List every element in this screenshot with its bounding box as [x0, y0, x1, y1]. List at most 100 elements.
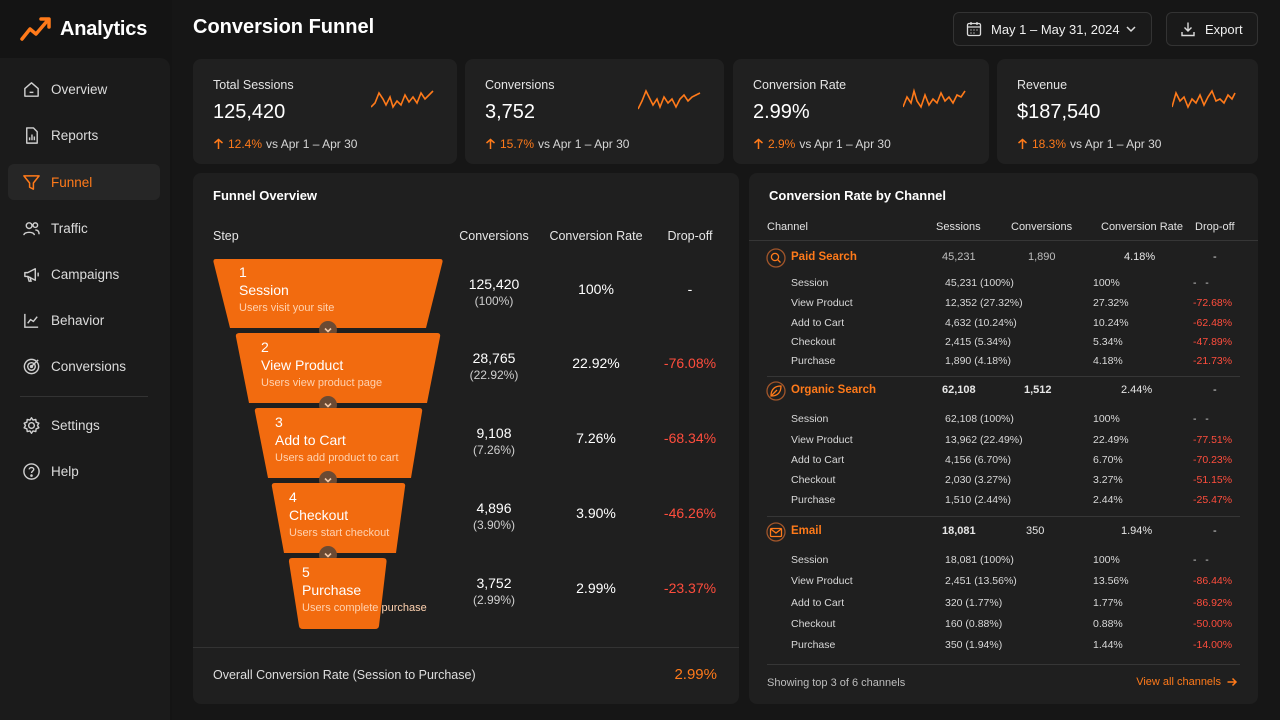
sidebar-item-reports[interactable]: Reports — [8, 117, 160, 153]
divider — [193, 647, 739, 648]
channel-step-value: 12,352 (27.32%) — [945, 297, 1023, 309]
funnel-stage-add-to-cart[interactable]: 3 Add to Cart Users add product to cart — [213, 407, 443, 481]
channel-step-name: Session — [791, 413, 829, 425]
funnel-stage-checkout[interactable]: 4 Checkout Users start checkout — [213, 482, 443, 556]
sidebar-item-help[interactable]: Help — [8, 453, 160, 489]
funnel-conversions-value: 28,765 — [472, 350, 516, 366]
channel-step-dropoff: - - — [1193, 554, 1209, 566]
channel-step-rate: 100% — [1093, 554, 1120, 566]
brand[interactable]: Analytics — [20, 14, 147, 44]
kpi-delta: 12.4% vs Apr 1 – Apr 30 — [213, 137, 357, 151]
channel-step-rate: 10.24% — [1093, 317, 1129, 329]
sidebar-item-conversions[interactable]: Conversions — [8, 348, 160, 384]
trend-chart-icon — [24, 313, 39, 328]
channel-step-name: View Product — [791, 575, 853, 587]
kpi-label: Conversion Rate — [753, 78, 847, 92]
channel-step-name: Checkout — [791, 336, 836, 348]
sidebar: Analytics Overview Reports Funnel Traffi… — [0, 0, 172, 720]
channel-rate: 2.44% — [1121, 384, 1153, 396]
export-button[interactable]: Export — [1166, 12, 1258, 46]
funnel-rate-cell: 22.92% — [572, 355, 620, 371]
channel-step-value: 2,415 (5.34%) — [945, 336, 1011, 348]
channel-step-value: 1,510 (2.44%) — [945, 494, 1011, 506]
sidebar-divider — [20, 396, 148, 397]
kpi-conversions: Conversions 3,752 15.7% vs Apr 1 – Apr 3… — [465, 59, 724, 164]
funnel-conversions-cell: 28,765 (22.92%) — [443, 350, 545, 382]
funnel-stage-name: Add to Cart — [275, 432, 346, 448]
sidebar-item-overview[interactable]: Overview — [8, 71, 160, 107]
kpi-compare: vs Apr 1 – Apr 30 — [1070, 137, 1162, 151]
column-header-sessions: Sessions — [936, 221, 981, 233]
divider — [749, 240, 1258, 241]
funnel-conversions-percent: (3.90%) — [472, 518, 516, 532]
column-header-drop-off: Drop-off — [667, 229, 713, 243]
channel-sessions: 18,081 — [942, 525, 976, 537]
channel-dropoff: - — [1213, 251, 1217, 263]
channel-conversions: 1,512 — [1024, 384, 1052, 396]
funnel-overview-panel: Funnel Overview Step Conversions Convers… — [193, 173, 739, 704]
funnel-stage-purchase[interactable]: 5 Purchase Users complete purchase — [213, 557, 443, 631]
funnel-conversions-percent: (100%) — [474, 294, 514, 308]
kpi-total-sessions: Total Sessions 125,420 12.4% vs Apr 1 – … — [193, 59, 457, 164]
sidebar-nav: Overview Reports Funnel Traffic Campaign… — [0, 58, 170, 720]
sidebar-item-behavior[interactable]: Behavior — [8, 302, 160, 338]
funnel-stage-session[interactable]: 1 Session Users visit your site — [213, 257, 443, 331]
kpi-label: Conversions — [485, 78, 555, 92]
kpi-delta: 2.9% vs Apr 1 – Apr 30 — [753, 137, 891, 151]
sidebar-item-traffic[interactable]: Traffic — [8, 210, 160, 246]
download-icon — [1181, 22, 1195, 37]
column-header-conversions: Conversions — [459, 229, 529, 243]
channel-step-dropoff: -14.00% — [1193, 639, 1233, 651]
funnel-rate-cell: 100% — [578, 281, 614, 297]
kpi-label: Revenue — [1017, 78, 1068, 92]
channel-step-rate: 2.44% — [1093, 494, 1123, 506]
sidebar-item-label: Behavior — [51, 312, 105, 328]
funnel-stage-name: View Product — [261, 357, 344, 373]
channel-step-value: 4,632 (10.24%) — [945, 317, 1017, 329]
channel-step-rate: 1.77% — [1093, 597, 1123, 609]
gear-icon — [23, 416, 40, 434]
funnel-stage-description: Users view product page — [261, 377, 383, 389]
conversion-rate-by-channel-panel: Conversion Rate by Channel Channel Sessi… — [749, 173, 1258, 704]
channel-step-rate: 100% — [1093, 413, 1120, 425]
channel-step-value: 350 (1.94%) — [945, 639, 1003, 651]
funnel-stage-number: 1 — [239, 264, 247, 280]
sidebar-item-funnel[interactable]: Funnel — [8, 164, 160, 200]
channel-step-name: View Product — [791, 434, 853, 446]
channel-step-value: 2,030 (3.27%) — [945, 474, 1011, 486]
column-header-conversions: Conversions — [1011, 221, 1073, 233]
sidebar-item-campaigns[interactable]: Campaigns — [8, 256, 160, 292]
column-header-conversion-rate: Conversion Rate — [1101, 221, 1183, 233]
channel-step-name: Purchase — [791, 355, 836, 367]
channel-dropoff: - — [1213, 384, 1217, 396]
kpi-conversion-rate: Conversion Rate 2.99% 2.9% vs Apr 1 – Ap… — [733, 59, 989, 164]
channels-count-note: Showing top 3 of 6 channels — [767, 677, 906, 689]
channel-conversions: 1,890 — [1028, 251, 1056, 263]
overall-conversion-value: 2.99% — [674, 666, 717, 683]
date-range-picker[interactable]: May 1 – May 31, 2024 — [953, 12, 1152, 46]
channel-step-dropoff: -25.47% — [1193, 494, 1233, 506]
channel-step-dropoff: -51.15% — [1193, 474, 1233, 486]
channel-step-name: Add to Cart — [791, 597, 845, 609]
sidebar-item-label: Funnel — [51, 174, 93, 190]
sidebar-item-settings[interactable]: Settings — [8, 407, 160, 443]
kpi-value: 3,752 — [485, 101, 536, 123]
funnel-stage-number: 2 — [261, 339, 269, 355]
sidebar-item-label: Overview — [51, 81, 108, 97]
kpi-label: Total Sessions — [213, 78, 294, 92]
channel-name: Organic Search — [791, 384, 877, 396]
view-all-channels-link[interactable]: View all channels — [1136, 676, 1238, 688]
kpi-value: 125,420 — [213, 101, 286, 123]
funnel-dropoff-cell: -68.34% — [663, 430, 717, 446]
kpi-delta: 18.3% vs Apr 1 – Apr 30 — [1017, 137, 1161, 151]
channel-sessions: 62,108 — [942, 384, 976, 396]
channel-step-name: Session — [791, 554, 829, 566]
arrow-up-icon — [486, 138, 495, 149]
funnel-conversions-cell: 9,108 (7.26%) — [443, 425, 545, 457]
channel-step-dropoff: -72.68% — [1193, 297, 1233, 309]
channel-step-name: Add to Cart — [791, 317, 845, 329]
funnel-stage-view-product[interactable]: 2 View Product Users view product page — [213, 332, 443, 406]
channel-step-dropoff: -86.92% — [1193, 597, 1233, 609]
channel-step-rate: 27.32% — [1093, 297, 1129, 309]
funnel-stage-shape — [235, 333, 441, 403]
